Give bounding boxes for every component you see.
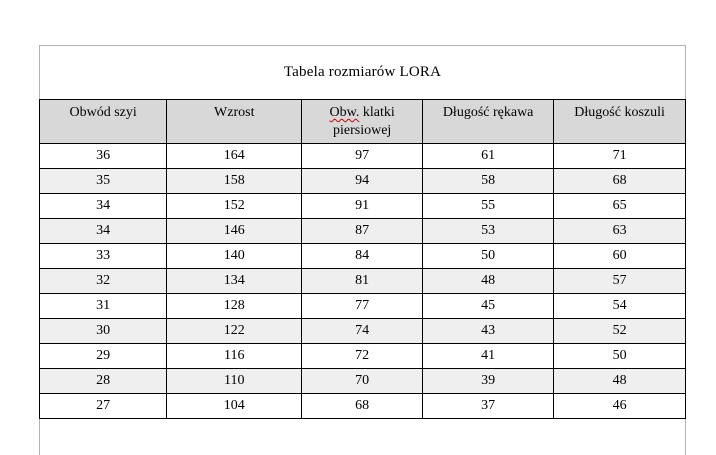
column-header-label: Wzrost: [214, 105, 255, 120]
table-cell: 104: [166, 393, 303, 419]
table-cell: 63: [553, 218, 686, 244]
table-cell: 27: [38, 393, 168, 419]
table-row: 34 152 91 55 65: [38, 193, 686, 219]
table-cell: 140: [166, 243, 303, 269]
column-header-label: klatki piersiowej: [332, 105, 395, 139]
table-cell: 54: [553, 293, 686, 319]
table-cell: 70: [301, 368, 424, 394]
table-cell: 36: [38, 143, 168, 169]
table-cell: 122: [166, 318, 303, 344]
column-header-klatka-piersiowa: Obw. klatki piersiowej: [301, 99, 424, 144]
table-cell: 158: [166, 168, 303, 194]
table-row: 33 140 84 50 60: [38, 243, 686, 269]
table-cell: 34: [38, 218, 168, 244]
table-cell: 48: [422, 268, 555, 294]
table-cell: 55: [422, 193, 555, 219]
column-header-dlugosc-rekawa: Długość rękawa: [422, 99, 555, 144]
column-header-label: Długość koszuli: [574, 105, 665, 120]
table-cell: 152: [166, 193, 303, 219]
table-cell: 61: [422, 143, 555, 169]
table-title: Tabela rozmiarów LORA: [283, 64, 442, 80]
size-table: Obwód szyi Wzrost Obw. klatki piersiowej…: [38, 99, 686, 419]
table-cell: 35: [38, 168, 168, 194]
table-cell: 65: [553, 193, 686, 219]
table-cell: 146: [166, 218, 303, 244]
column-header-label: Obwód szyi: [69, 105, 137, 120]
column-header-dlugosc-koszuli: Długość koszuli: [553, 99, 686, 144]
table-cell: 94: [301, 168, 424, 194]
table-cell: 52: [553, 318, 686, 344]
table-row: 30 122 74 43 52: [38, 318, 686, 344]
table-cell: 31: [38, 293, 168, 319]
column-header-obwod-szyi: Obwód szyi: [38, 99, 168, 144]
column-header-label: Długość rękawa: [442, 105, 534, 120]
table-row: 28 110 70 39 48: [38, 368, 686, 394]
table-cell: 87: [301, 218, 424, 244]
table-body: 36 164 97 61 71 35 158 94 58 68 34 152 91 55 65 34 146 87…: [38, 143, 686, 419]
table-cell: 29: [38, 343, 168, 369]
table-row: 34 146 87 53 63: [38, 218, 686, 244]
table-cell: 77: [301, 293, 424, 319]
table-cell: 34: [38, 193, 168, 219]
table-row: 35 158 94 58 68: [38, 168, 686, 194]
table-cell: 30: [38, 318, 168, 344]
table-cell: 50: [553, 343, 686, 369]
table-cell: 110: [166, 368, 303, 394]
table-cell: 50: [422, 243, 555, 269]
table-cell: 28: [38, 368, 168, 394]
table-row: 29 116 72 41 50: [38, 343, 686, 369]
table-cell: 81: [301, 268, 424, 294]
table-cell: 128: [166, 293, 303, 319]
table-cell: 45: [422, 293, 555, 319]
table-cell: 32: [38, 268, 168, 294]
table-cell: 33: [38, 243, 168, 269]
table-row: 31 128 77 45 54: [38, 293, 686, 319]
table-cell: 37: [422, 393, 555, 419]
table-cell: 57: [553, 268, 686, 294]
table-cell: 84: [301, 243, 424, 269]
table-cell: 46: [553, 393, 686, 419]
table-row: 32 134 81 48 57: [38, 268, 686, 294]
table-cell: 39: [422, 368, 555, 394]
table-cell: 72: [301, 343, 424, 369]
table-cell: 97: [301, 143, 424, 169]
table-cell: 43: [422, 318, 555, 344]
table-cell: 58: [422, 168, 555, 194]
table-row: 27 104 68 37 46: [38, 393, 686, 419]
table-cell: 74: [301, 318, 424, 344]
table-cell: 41: [422, 343, 555, 369]
table-row: 36 164 97 61 71: [38, 143, 686, 169]
table-cell: 116: [166, 343, 303, 369]
table-cell: 164: [166, 143, 303, 169]
table-cell: 60: [553, 243, 686, 269]
column-header-wzrost: Wzrost: [166, 99, 303, 144]
table-cell: 71: [553, 143, 686, 169]
table-cell: 68: [553, 168, 686, 194]
table-cell: 53: [422, 218, 555, 244]
table-cell: 134: [166, 268, 303, 294]
document-table-frame: Tabela rozmiarów LORA Obwód szyi Wzrost: [38, 45, 686, 455]
misspelled-word: Obw.: [329, 105, 360, 120]
table-cell: 48: [553, 368, 686, 394]
header-row: Obwód szyi Wzrost Obw. klatki piersiowej…: [38, 99, 686, 144]
table-cell: 91: [301, 193, 424, 219]
table-cell: 68: [301, 393, 424, 419]
